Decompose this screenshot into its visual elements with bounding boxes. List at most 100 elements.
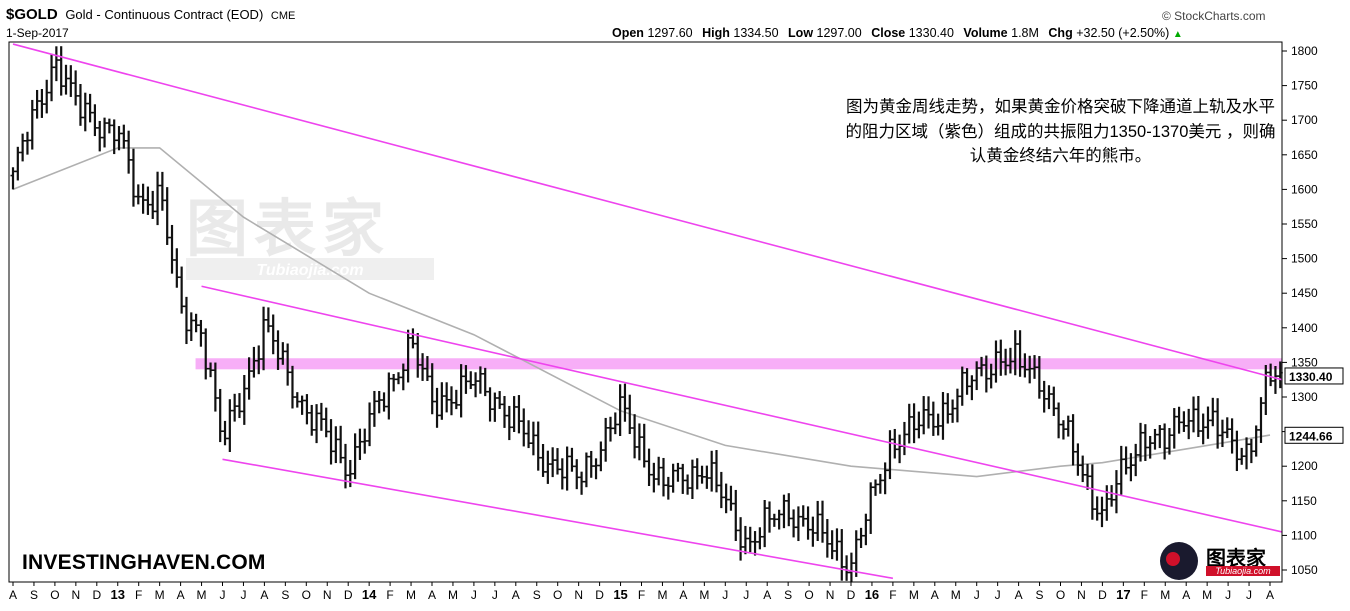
chg-label: Chg <box>1048 26 1073 40</box>
x-tick-label: M <box>406 588 416 602</box>
x-tick-label: N <box>574 588 583 602</box>
price-bar <box>598 441 604 472</box>
price-bar <box>261 306 267 371</box>
price-bar <box>945 393 951 424</box>
x-tick-label: J <box>743 588 749 602</box>
price-bar <box>1239 447 1245 465</box>
price-bar <box>371 390 377 427</box>
price-bar <box>689 459 695 500</box>
x-tick-label: F <box>638 588 645 602</box>
price-bar <box>116 126 122 151</box>
x-tick-label: O <box>553 588 562 602</box>
price-bar <box>559 458 565 490</box>
price-bar <box>1065 415 1071 437</box>
price-bar <box>791 509 797 538</box>
x-tick-label: D <box>847 588 856 602</box>
last-close-label-box <box>1284 367 1344 385</box>
price-bar <box>265 307 271 333</box>
x-tick-label: S <box>1036 588 1044 602</box>
price-bar <box>627 394 633 435</box>
price-bar <box>246 357 252 400</box>
price-bar <box>853 530 859 577</box>
price-bar <box>270 314 276 355</box>
x-tick-label: A <box>931 588 939 602</box>
price-bar <box>1234 430 1240 472</box>
price-bar <box>179 266 185 314</box>
logo-head-icon <box>1160 542 1198 580</box>
price-bar <box>92 104 98 137</box>
price-bar <box>530 421 536 456</box>
price-bar <box>439 382 445 420</box>
price-bar <box>964 368 970 395</box>
price-bars <box>10 46 1283 583</box>
price-bar <box>429 363 435 415</box>
x-tick-label: J <box>974 588 980 602</box>
price-bar <box>1104 485 1110 521</box>
price-bar <box>63 64 69 95</box>
price-bar <box>1080 455 1086 483</box>
x-tick-label: M <box>909 588 919 602</box>
price-bar <box>256 345 262 375</box>
price-bar <box>434 387 440 428</box>
price-bar <box>641 423 647 468</box>
price-bar <box>1017 330 1023 377</box>
price-bar <box>164 187 170 245</box>
price-bar <box>10 167 16 190</box>
price-bar <box>742 525 748 555</box>
x-tick-label: D <box>92 588 101 602</box>
x-tick-label: A <box>1266 588 1274 602</box>
x-tick-label: A <box>1015 588 1023 602</box>
y-tick-label: 1750 <box>1291 79 1318 93</box>
price-bar <box>1244 437 1250 470</box>
price-bar <box>998 339 1004 376</box>
price-bar <box>111 119 117 155</box>
price-bar <box>1157 424 1163 449</box>
price-bar <box>868 482 874 534</box>
price-bar <box>873 479 879 496</box>
x-tick-label: F <box>1141 588 1148 602</box>
price-bar <box>704 465 710 489</box>
low-value: 1297.00 <box>816 26 862 40</box>
price-bar <box>1109 485 1115 507</box>
price-bar <box>728 485 734 511</box>
price-bar <box>1152 428 1158 450</box>
price-bar <box>506 405 512 441</box>
logo-sub: Tubiaojia.com <box>1206 566 1280 576</box>
x-tick-label: O <box>50 588 59 602</box>
price-bar <box>145 186 151 215</box>
x-tick-label: O <box>804 588 813 602</box>
x-tick-label: S <box>281 588 289 602</box>
price-bar <box>106 118 112 134</box>
watermark: 图表家 Tubiaojia.com <box>186 195 434 280</box>
price-bar <box>362 428 368 454</box>
price-bar <box>1036 356 1042 399</box>
price-bar <box>1099 496 1105 528</box>
price-bar <box>622 383 628 422</box>
price-bar <box>34 89 40 119</box>
price-bar <box>1210 397 1216 427</box>
price-bar <box>140 183 146 214</box>
volume-value: 1.8M <box>1011 26 1039 40</box>
price-bar <box>318 402 324 431</box>
x-tick-label: 15 <box>613 587 627 602</box>
price-bar <box>328 419 334 465</box>
price-bar <box>574 459 580 490</box>
price-bar <box>1181 411 1187 432</box>
y-tick-label: 1800 <box>1291 44 1318 58</box>
price-bar <box>603 417 609 462</box>
price-bar <box>208 362 214 378</box>
price-bar <box>82 92 88 132</box>
price-bar <box>1123 446 1129 475</box>
price-bar <box>699 465 705 484</box>
y-tick-label: 1500 <box>1291 252 1318 266</box>
x-tick-label: J <box>722 588 728 602</box>
y-tick-label: 1450 <box>1291 286 1318 300</box>
price-bar <box>1113 470 1119 514</box>
price-bar <box>174 248 180 288</box>
price-bar <box>1075 443 1081 476</box>
price-bar <box>87 93 93 123</box>
price-bar <box>20 133 26 162</box>
price-bar <box>1248 438 1254 464</box>
price-bar <box>950 399 956 423</box>
price-bar <box>44 79 50 114</box>
